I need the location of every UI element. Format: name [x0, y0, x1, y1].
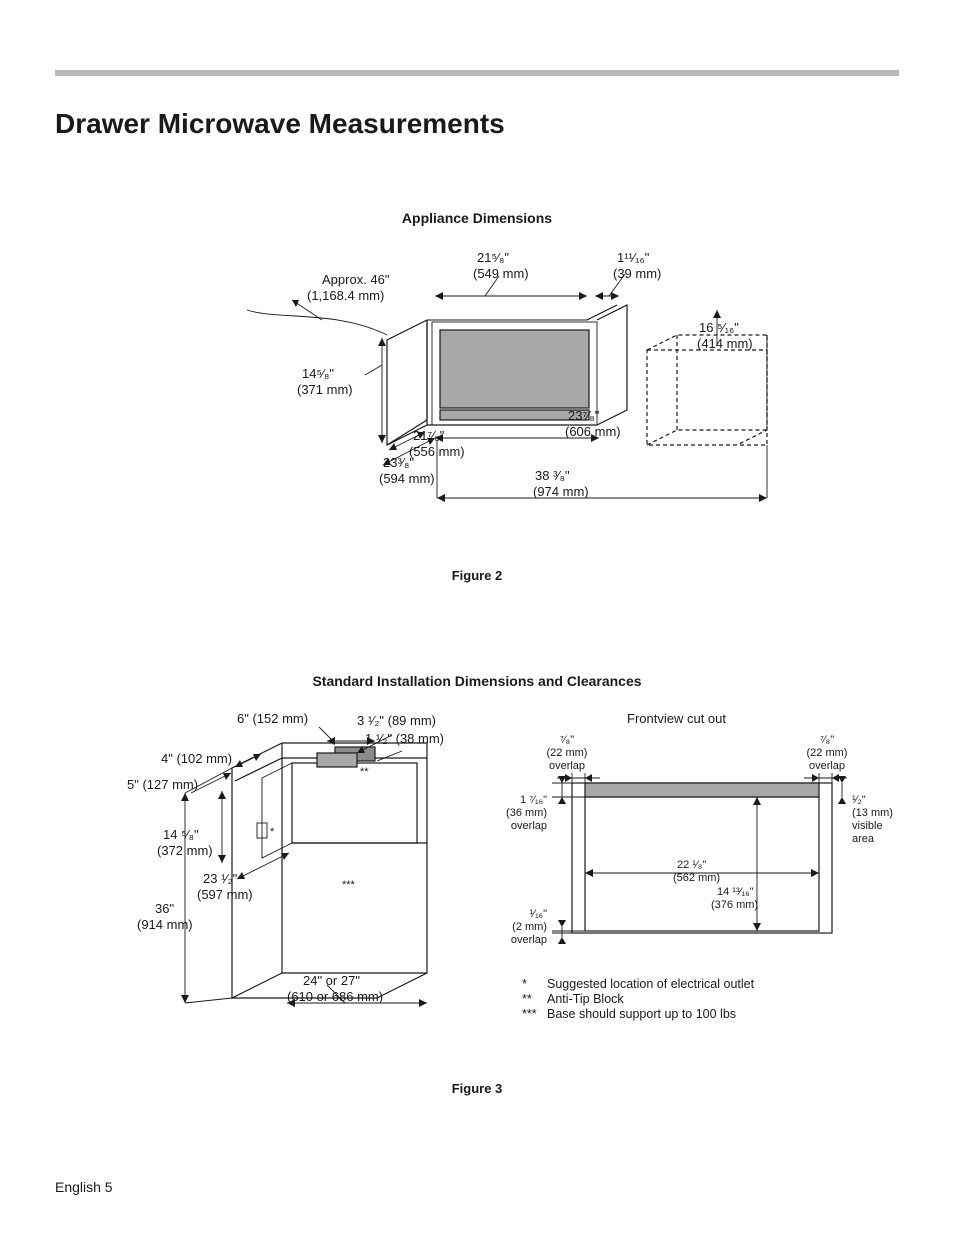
- svg-text:21⁷⁄₈": 21⁷⁄₈": [413, 428, 445, 443]
- svg-text:Base should support up to 100: Base should support up to 100 lbs: [547, 1007, 736, 1021]
- svg-text:36": 36": [155, 901, 174, 916]
- svg-text:24" or 27": 24" or 27": [303, 973, 360, 988]
- svg-text:Anti-Tip Block: Anti-Tip Block: [547, 992, 624, 1006]
- svg-text:(22 mm): (22 mm): [547, 747, 588, 759]
- header-rule: [55, 70, 899, 76]
- svg-text:21⁵⁄₈": 21⁵⁄₈": [477, 250, 509, 265]
- svg-text:*: *: [270, 826, 275, 838]
- svg-text:(39 mm): (39 mm): [613, 266, 661, 281]
- svg-text:(2 mm): (2 mm): [512, 921, 547, 933]
- svg-text:(610 or 686 mm): (610 or 686 mm): [287, 989, 383, 1004]
- svg-text:overlap: overlap: [511, 820, 547, 832]
- svg-text:(372 mm): (372 mm): [157, 843, 213, 858]
- svg-text:(597 mm): (597 mm): [197, 887, 253, 902]
- svg-text:23³⁄₈": 23³⁄₈": [383, 455, 414, 470]
- svg-text:⁷⁄₈": ⁷⁄₈": [560, 734, 574, 746]
- svg-text:23⁷⁄₈": 23⁷⁄₈": [568, 408, 600, 423]
- svg-text:1 ¹⁄₂" (38 mm): 1 ¹⁄₂" (38 mm): [365, 731, 444, 746]
- svg-text:38 ³⁄₈": 38 ³⁄₈": [535, 468, 570, 483]
- svg-text:Approx. 46": Approx. 46": [322, 272, 390, 287]
- svg-text:(562 mm): (562 mm): [673, 872, 720, 884]
- svg-text:1 ⁷⁄₁₆": 1 ⁷⁄₁₆": [520, 794, 547, 806]
- svg-text:3 ¹⁄₂" (89 mm): 3 ¹⁄₂" (89 mm): [357, 713, 436, 728]
- svg-text:(549 mm): (549 mm): [473, 266, 529, 281]
- svg-text:**: **: [360, 766, 369, 778]
- figure2-caption: Figure 2: [55, 568, 899, 583]
- svg-text:(371 mm): (371 mm): [297, 382, 353, 397]
- svg-text:¹⁄₂": ¹⁄₂": [852, 794, 866, 806]
- svg-text:(13 mm): (13 mm): [852, 807, 893, 819]
- svg-text:(376 mm): (376 mm): [711, 899, 758, 911]
- svg-text:***: ***: [342, 879, 356, 891]
- svg-text:visible: visible: [852, 820, 883, 832]
- svg-text:14 ⁵⁄₈": 14 ⁵⁄₈": [163, 827, 199, 842]
- svg-text:1¹¹⁄₁₆": 1¹¹⁄₁₆": [617, 250, 650, 265]
- svg-text:Frontview cut out: Frontview cut out: [627, 711, 726, 726]
- svg-text:area: area: [852, 833, 875, 845]
- svg-text:(974 mm): (974 mm): [533, 484, 589, 499]
- svg-text:14 ¹³⁄₁₆": 14 ¹³⁄₁₆": [717, 886, 754, 898]
- svg-text:⁷⁄₈": ⁷⁄₈": [820, 734, 834, 746]
- figure2-diagram: Approx. 46" (1,168.4 mm) 21⁵⁄₈" (549 mm)…: [157, 240, 797, 550]
- svg-text:(36 mm): (36 mm): [506, 807, 547, 819]
- svg-text:4" (102 mm): 4" (102 mm): [161, 751, 232, 766]
- svg-text:23 ¹⁄₂": 23 ¹⁄₂": [203, 871, 238, 886]
- figure2-heading: Appliance Dimensions: [55, 210, 899, 226]
- svg-text:(556 mm): (556 mm): [409, 444, 465, 459]
- svg-text:5" (127 mm): 5" (127 mm): [127, 777, 198, 792]
- svg-text:16 ⁵⁄₁₆": 16 ⁵⁄₁₆": [699, 320, 739, 335]
- svg-text:Suggested location of electric: Suggested location of electrical outlet: [547, 977, 755, 991]
- svg-text:6" (152 mm): 6" (152 mm): [237, 711, 308, 726]
- svg-text:overlap: overlap: [549, 760, 585, 772]
- svg-text:**: **: [522, 992, 532, 1006]
- page-footer: English 5: [55, 1179, 113, 1195]
- svg-text:14⁵⁄₈": 14⁵⁄₈": [302, 366, 334, 381]
- svg-text:(606 mm): (606 mm): [565, 424, 621, 439]
- page-title: Drawer Microwave Measurements: [55, 108, 899, 140]
- svg-text:overlap: overlap: [511, 934, 547, 946]
- figure3-caption: Figure 3: [55, 1081, 899, 1096]
- svg-text:overlap: overlap: [809, 760, 845, 772]
- figure3-heading: Standard Installation Dimensions and Cle…: [55, 673, 899, 689]
- svg-text:(414 mm): (414 mm): [697, 336, 753, 351]
- svg-text:(22 mm): (22 mm): [807, 747, 848, 759]
- svg-text:22 ¹⁄₈": 22 ¹⁄₈": [677, 859, 706, 871]
- svg-text:(594 mm): (594 mm): [379, 471, 435, 486]
- figure3-diagram: * ** ***: [57, 703, 897, 1063]
- svg-text:(1,168.4 mm): (1,168.4 mm): [307, 288, 384, 303]
- svg-text:*: *: [522, 977, 527, 991]
- svg-text:¹⁄₁₆": ¹⁄₁₆": [529, 908, 547, 920]
- svg-text:(914 mm): (914 mm): [137, 917, 193, 932]
- svg-text:***: ***: [522, 1007, 537, 1021]
